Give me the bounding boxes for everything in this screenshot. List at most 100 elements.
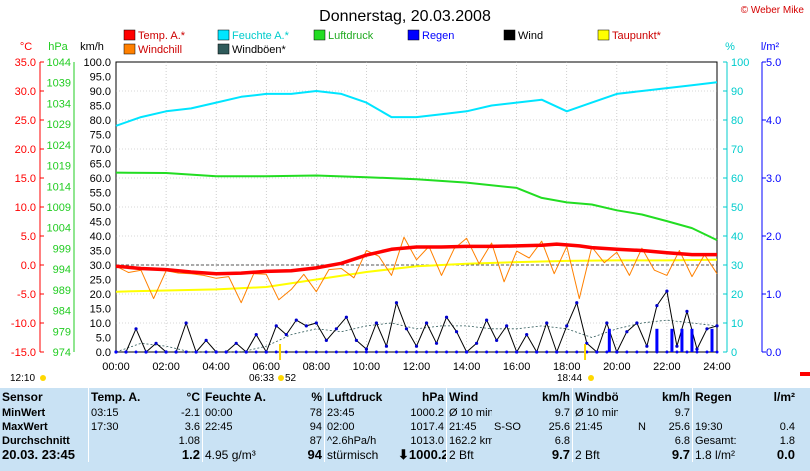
wind-baseline-dot bbox=[254, 350, 258, 354]
cell-temp-value: 1.08 bbox=[178, 435, 200, 447]
wind-baseline-dot bbox=[174, 350, 178, 354]
temp-tick-label: 0.0 bbox=[21, 260, 36, 272]
wind-point bbox=[324, 338, 328, 342]
temp-tick-label: 35.0 bbox=[15, 57, 36, 69]
wind-point bbox=[204, 338, 208, 342]
wind-baseline-dot bbox=[164, 350, 168, 354]
wind-tick-label: 45.0 bbox=[90, 217, 111, 229]
hdr-temp: Temp. A. bbox=[88, 388, 150, 406]
wind-point bbox=[715, 324, 719, 328]
cell-gust-c: 6.8 bbox=[674, 435, 690, 447]
wind-baseline-dot bbox=[214, 350, 218, 354]
wind-baseline-dot bbox=[445, 350, 449, 354]
x-tick-label: 10:00 bbox=[353, 361, 381, 373]
sunrise-icon bbox=[278, 375, 284, 381]
wind-baseline-dot bbox=[695, 350, 699, 354]
wind-baseline-dot bbox=[134, 350, 138, 354]
wind-baseline-dot bbox=[645, 350, 649, 354]
wind-point bbox=[655, 304, 659, 308]
cell-row-label: MinWert bbox=[2, 407, 46, 419]
sunrise-suffix: 52 bbox=[285, 373, 297, 384]
wind-tick-label: 100.0 bbox=[83, 57, 111, 69]
hdr-rain-unit: l/m² bbox=[773, 390, 795, 404]
wind-tick-label: 10.0 bbox=[90, 318, 111, 330]
wind-point bbox=[414, 344, 419, 348]
wind-point bbox=[645, 344, 649, 348]
wind-tick-label: 95.0 bbox=[90, 72, 111, 84]
wind-point bbox=[444, 315, 449, 319]
unit-temp: °C bbox=[20, 41, 32, 53]
unit-pressure: hPa bbox=[48, 41, 68, 53]
temp-tick-label: -15.0 bbox=[11, 347, 36, 359]
cell-rain-c: 0.0 bbox=[776, 448, 795, 462]
hdr-gust-unit: km/h bbox=[661, 390, 690, 404]
wind-baseline-dot bbox=[114, 350, 118, 354]
temp-tick-label: 25.0 bbox=[15, 115, 36, 127]
wind-point bbox=[344, 315, 348, 319]
series-taupunkt bbox=[115, 258, 718, 293]
cell-temp-time bbox=[88, 448, 150, 462]
wind-point bbox=[314, 321, 318, 325]
cell-wind-c: 9.7 bbox=[551, 448, 570, 462]
wind-baseline-dot bbox=[264, 350, 268, 354]
legend-label: Wind bbox=[518, 30, 543, 42]
wind-baseline-dot bbox=[595, 350, 599, 354]
wind-point bbox=[294, 318, 298, 322]
stats-row: MaxWert 17:30 3.6 22:45 94 02:00 1017.4 21:45 S-… bbox=[0, 420, 797, 434]
chart-grid bbox=[115, 61, 718, 353]
temp-tick-label: 30.0 bbox=[15, 86, 36, 98]
axis-labels: 00:00 02:00 04:00 06:00 08:00 10:00 12:00 14:00… bbox=[11, 57, 781, 373]
wind-point bbox=[605, 321, 609, 325]
wind-tick-label: 75.0 bbox=[90, 130, 111, 142]
pressure-tick-label: 979 bbox=[53, 326, 71, 338]
wind-point bbox=[495, 338, 499, 342]
cell-press-time: 02:00 bbox=[324, 420, 396, 434]
wind-point bbox=[134, 327, 138, 331]
rain-bar bbox=[680, 328, 684, 352]
wind-baseline-dot bbox=[485, 350, 489, 354]
wind-baseline-dot bbox=[525, 350, 529, 354]
wind-point bbox=[685, 309, 689, 313]
legend-swatch bbox=[407, 29, 420, 41]
wind-point bbox=[304, 324, 308, 328]
wind-baseline-dot bbox=[565, 350, 569, 354]
cell-press-time: 23:45 bbox=[324, 406, 396, 420]
cell-gust-c: 25.6 bbox=[668, 421, 690, 433]
cell-gust-b bbox=[618, 448, 648, 462]
wind-tick-label: 80.0 bbox=[90, 115, 111, 127]
cell-wind-c: 25.6 bbox=[548, 421, 570, 433]
wind-baseline-dot bbox=[274, 350, 278, 354]
wind-baseline-dot bbox=[184, 350, 188, 354]
wind-point bbox=[424, 321, 429, 325]
wind-point bbox=[364, 347, 369, 351]
wind-tick-label: 40.0 bbox=[90, 231, 111, 243]
rain-bar bbox=[607, 328, 611, 352]
wind-baseline-dot bbox=[415, 350, 418, 354]
humidity-tick-label: 100 bbox=[731, 57, 749, 69]
wind-baseline-dot bbox=[685, 350, 689, 354]
legend-label: Regen bbox=[422, 30, 454, 42]
humidity-tick-label: 60 bbox=[731, 173, 743, 185]
wind-baseline-dot bbox=[324, 350, 328, 354]
x-tick-label: 24:00 bbox=[703, 361, 731, 373]
series-feuchte-a bbox=[115, 81, 718, 127]
legend-label: Windchill bbox=[138, 44, 182, 56]
series-layer bbox=[114, 81, 719, 360]
pressure-tick-label: 1029 bbox=[47, 119, 71, 131]
cell-rain-c: 0.4 bbox=[779, 421, 795, 433]
cell-wind-a: Ø 10 min. bbox=[446, 406, 492, 420]
wind-baseline-dot bbox=[615, 350, 619, 354]
cell-press-value: 1013.0 bbox=[410, 435, 444, 447]
cell-wind-c: 9.7 bbox=[554, 407, 570, 419]
rain-tick-label: 3.0 bbox=[766, 173, 781, 185]
cell-rain-a: 1.8 l/m² bbox=[692, 448, 748, 462]
sunset-label: 18:44 bbox=[557, 373, 582, 384]
wind-point bbox=[665, 289, 669, 293]
wind-baseline-dot bbox=[384, 350, 388, 354]
wind-baseline-dot bbox=[204, 350, 208, 354]
wind-baseline-dot bbox=[294, 350, 298, 354]
cell-row-label: Durchschnitt bbox=[2, 435, 70, 447]
hdr-temp-unit: °C bbox=[186, 390, 200, 404]
cell-gust-c: 9.7 bbox=[674, 407, 690, 419]
wind-tick-label: 15.0 bbox=[90, 304, 111, 316]
